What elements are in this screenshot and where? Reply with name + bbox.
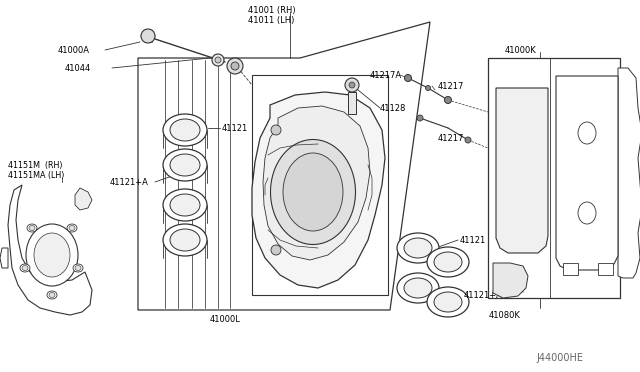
Ellipse shape (397, 233, 439, 263)
Bar (488, 58, 620, 298)
Ellipse shape (283, 153, 343, 231)
Ellipse shape (404, 278, 432, 298)
Polygon shape (263, 106, 370, 260)
Circle shape (231, 62, 239, 70)
Bar (563, 263, 578, 275)
Ellipse shape (578, 122, 596, 144)
Bar (348, 92, 356, 114)
Circle shape (465, 137, 471, 143)
Circle shape (426, 86, 431, 90)
Bar (598, 263, 613, 275)
Circle shape (345, 78, 359, 92)
Ellipse shape (69, 225, 75, 231)
Text: 41217: 41217 (438, 81, 465, 90)
Polygon shape (8, 185, 92, 315)
Ellipse shape (27, 224, 37, 232)
Text: 41121+A: 41121+A (110, 177, 149, 186)
Circle shape (445, 96, 451, 103)
Ellipse shape (427, 247, 469, 277)
Ellipse shape (434, 252, 462, 272)
Ellipse shape (22, 266, 28, 270)
Bar (252, 75, 388, 295)
Text: 41151MA (LH): 41151MA (LH) (8, 170, 65, 180)
Ellipse shape (67, 224, 77, 232)
Text: 41217: 41217 (438, 134, 465, 142)
Text: 41121: 41121 (222, 124, 248, 132)
Ellipse shape (49, 292, 55, 298)
Circle shape (212, 54, 224, 66)
Ellipse shape (29, 225, 35, 231)
Ellipse shape (163, 189, 207, 221)
Polygon shape (138, 22, 430, 310)
Ellipse shape (75, 266, 81, 270)
Text: 41000L: 41000L (209, 315, 241, 324)
Polygon shape (0, 248, 8, 268)
Text: 41121+A: 41121+A (464, 291, 503, 299)
Text: 41080K: 41080K (489, 311, 521, 321)
Ellipse shape (163, 224, 207, 256)
Text: 41121: 41121 (460, 235, 486, 244)
Text: 41044: 41044 (65, 64, 92, 73)
Text: J44000HE: J44000HE (536, 353, 584, 363)
Ellipse shape (20, 264, 30, 272)
Circle shape (404, 74, 412, 81)
Text: 41000K: 41000K (505, 45, 537, 55)
Ellipse shape (397, 273, 439, 303)
Ellipse shape (163, 114, 207, 146)
Ellipse shape (271, 140, 355, 244)
Ellipse shape (427, 287, 469, 317)
Text: 41217A: 41217A (370, 71, 402, 80)
Circle shape (271, 245, 281, 255)
Circle shape (349, 82, 355, 88)
Polygon shape (496, 88, 548, 253)
Ellipse shape (73, 264, 83, 272)
Polygon shape (618, 68, 640, 278)
Ellipse shape (163, 149, 207, 181)
Text: 41000A: 41000A (58, 45, 90, 55)
Polygon shape (75, 188, 92, 210)
Text: 41128: 41128 (380, 103, 406, 112)
Polygon shape (556, 76, 618, 270)
Polygon shape (493, 263, 528, 298)
Ellipse shape (404, 238, 432, 258)
Ellipse shape (434, 292, 462, 312)
Circle shape (271, 125, 281, 135)
Text: 41011 (LH): 41011 (LH) (248, 16, 294, 25)
Ellipse shape (170, 119, 200, 141)
Circle shape (417, 115, 423, 121)
Text: 41001 (RH): 41001 (RH) (248, 6, 296, 15)
Ellipse shape (170, 194, 200, 216)
Ellipse shape (170, 229, 200, 251)
Text: 41151M  (RH): 41151M (RH) (8, 160, 63, 170)
Ellipse shape (34, 233, 70, 277)
Ellipse shape (578, 202, 596, 224)
Circle shape (215, 57, 221, 63)
Ellipse shape (47, 291, 57, 299)
Polygon shape (252, 92, 385, 288)
Ellipse shape (170, 154, 200, 176)
Circle shape (227, 58, 243, 74)
Circle shape (141, 29, 155, 43)
Ellipse shape (26, 224, 78, 286)
